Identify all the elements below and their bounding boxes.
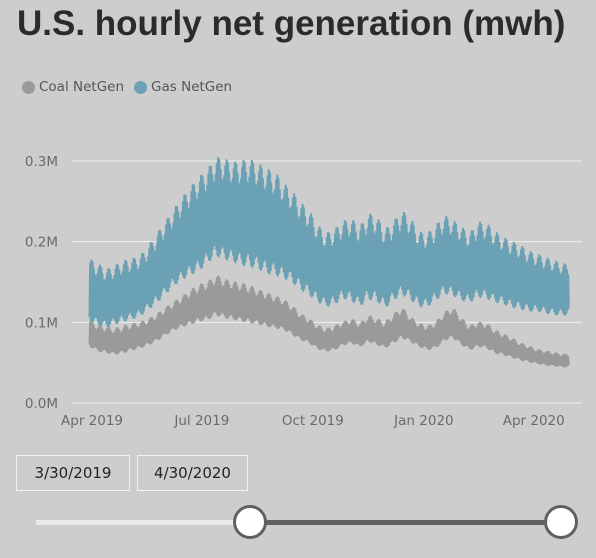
y-tick-label-3: 0.3M xyxy=(25,154,58,170)
chart-title: U.S. hourly net generation (mwh) xyxy=(17,4,566,43)
line-chart: 0.0M 0.1M 0.2M 0.3M Apr 2019 Jul 2019 Oct 2019… xyxy=(25,154,582,429)
legend-label-coal: Coal NetGen xyxy=(39,79,125,95)
series-line-coal xyxy=(88,275,570,368)
x-tick-label-4: Apr 2020 xyxy=(503,413,565,429)
slider-handle-start[interactable] xyxy=(233,505,267,539)
y-tick-label-1: 0.1M xyxy=(25,315,58,331)
legend-item-coal[interactable]: Coal NetGen xyxy=(22,79,124,95)
legend-dot-gas xyxy=(134,80,148,94)
x-tick-label-1: Jul 2019 xyxy=(173,413,229,429)
x-tick-label-3: Jan 2020 xyxy=(393,413,453,429)
legend-label-gas: Gas NetGen xyxy=(151,79,233,95)
series-line-gas xyxy=(88,156,570,328)
legend-item-gas[interactable]: Gas NetGen xyxy=(134,79,232,95)
slider-handle-end[interactable] xyxy=(544,505,578,539)
y-tick-label-2: 0.2M xyxy=(25,235,58,251)
y-tick-label-0: 0.0M xyxy=(25,396,58,412)
chart-legend: Coal NetGen Gas NetGen xyxy=(22,79,242,95)
start-date-input[interactable]: 3/30/2019 xyxy=(16,455,130,491)
legend-dot-coal xyxy=(22,80,35,94)
end-date-input[interactable]: 4/30/2020 xyxy=(137,455,248,491)
x-tick-label-0: Apr 2019 xyxy=(61,413,123,429)
x-tick-label-2: Oct 2019 xyxy=(282,413,344,429)
slider-track-selected[interactable] xyxy=(250,520,561,525)
slider-track-unselected[interactable] xyxy=(36,520,250,525)
